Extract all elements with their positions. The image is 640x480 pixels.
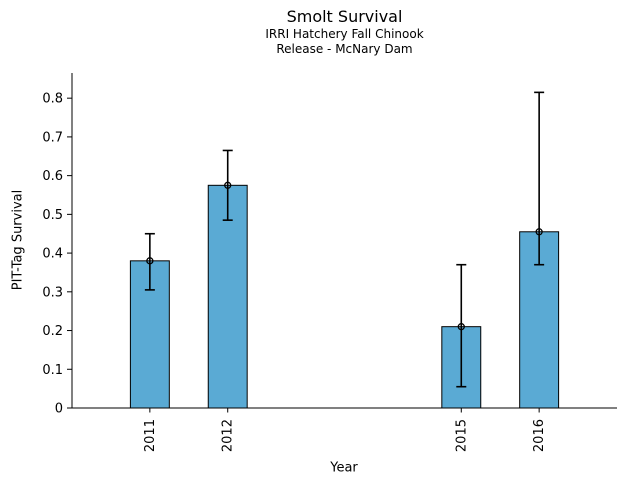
chart-title: Smolt Survival <box>286 7 403 26</box>
bar-2012 <box>207 184 248 409</box>
point-marker <box>224 181 232 189</box>
y-tick-label: 0.6 <box>42 169 63 184</box>
y-tick-label: 0.8 <box>42 92 63 107</box>
x-axis-label: Year <box>330 460 358 476</box>
x-tick-label: 2011 <box>143 419 158 452</box>
y-tick-label: 0 <box>55 402 63 417</box>
chart-subtitle-line2: Release - McNary Dam <box>276 42 413 56</box>
y-tick-label: 0.7 <box>42 130 63 145</box>
point-marker <box>146 257 154 265</box>
y-tick-label: 0.2 <box>42 324 63 339</box>
x-tick-label: 2012 <box>221 419 236 452</box>
y-tick-label: 0.3 <box>42 285 63 300</box>
y-tick-label: 0.4 <box>42 247 63 262</box>
y-tick-label: 0.5 <box>42 208 63 223</box>
chart-subtitle-line1: IRRI Hatchery Fall Chinook <box>265 27 424 41</box>
point-marker <box>457 323 465 331</box>
x-tick-label: 2016 <box>532 419 547 452</box>
point-marker <box>535 228 543 236</box>
y-tick-label: 0.1 <box>42 363 63 378</box>
x-tick-label: 2015 <box>454 419 469 452</box>
